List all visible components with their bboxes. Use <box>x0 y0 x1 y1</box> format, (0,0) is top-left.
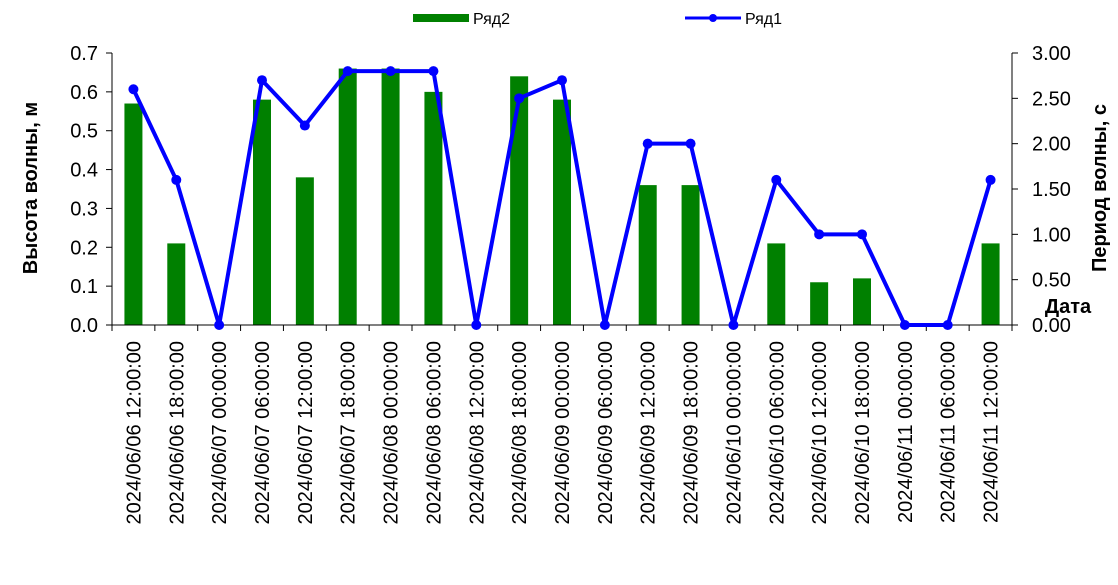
legend: Ряд2 Ряд1 <box>413 11 782 28</box>
line-point <box>128 84 139 95</box>
line-point <box>599 320 610 330</box>
legend-item-line: Ряд1 <box>685 11 782 28</box>
x-tick-label: 2024/06/10 00:00:00 <box>723 341 745 525</box>
x-tick-label: 2024/06/08 18:00:00 <box>509 341 531 525</box>
line-point <box>385 66 396 77</box>
x-tick-label: 2024/06/07 06:00:00 <box>252 341 274 525</box>
y-tick-label-left: 0.2 <box>70 237 98 259</box>
bar <box>638 185 657 325</box>
y-axis-title-right: Период волны, с <box>1089 104 1111 272</box>
bar <box>553 99 571 325</box>
line-point <box>214 320 225 330</box>
y-tick-label-left: 0.1 <box>70 276 98 298</box>
legend-label-bars: Ряд2 <box>473 11 510 28</box>
line-point <box>942 320 953 330</box>
legend-item-bars: Ряд2 <box>413 11 510 28</box>
x-tick-label: 2024/06/10 06:00:00 <box>766 341 788 525</box>
bar <box>424 91 443 325</box>
x-tick-label: 2024/06/09 00:00:00 <box>552 341 574 525</box>
bar <box>295 177 314 325</box>
line-point <box>685 138 696 149</box>
x-tick-label: 2024/06/07 12:00:00 <box>295 341 317 525</box>
bar <box>253 99 271 325</box>
line-point <box>857 229 867 240</box>
x-tick-label: 2024/06/07 18:00:00 <box>338 341 360 525</box>
y-axis-title-left: Высота волны, м <box>20 102 42 274</box>
line-point <box>428 66 439 77</box>
x-tick-label: 2024/06/11 00:00:00 <box>895 341 917 523</box>
y-tick-label-left: 0.6 <box>70 82 98 104</box>
bar <box>767 243 786 325</box>
line-point <box>299 120 310 131</box>
line-point <box>814 229 825 240</box>
x-tick-label: 2024/06/08 06:00:00 <box>423 341 445 525</box>
legend-bar-swatch <box>413 14 469 22</box>
x-tick-label: 2024/06/06 18:00:00 <box>166 341 188 525</box>
line-point <box>899 320 910 330</box>
legend-label-line: Ряд1 <box>745 11 782 28</box>
bar <box>510 76 529 325</box>
line-point <box>557 75 567 86</box>
bar <box>338 68 357 325</box>
y-tick-label-left: 0.5 <box>70 121 98 143</box>
line-point <box>985 174 996 185</box>
line-point <box>257 75 267 86</box>
y-tick-label-right: 2.00 <box>1032 134 1071 156</box>
line-point <box>642 138 653 149</box>
x-tick-label: 2024/06/11 12:00:00 <box>981 341 1003 523</box>
bar <box>124 103 143 325</box>
x-tick-label: 2024/06/10 12:00:00 <box>809 341 831 525</box>
bar <box>810 282 829 325</box>
x-tick-label: 2024/06/11 06:00:00 <box>938 341 960 523</box>
legend-line-marker <box>709 14 717 22</box>
line-point <box>514 93 525 104</box>
y-tick-label-right: 0.00 <box>1032 315 1071 337</box>
plot-area: 0.0 0.1 0.2 0.3 0.4 0.5 0.6 0.7 0.00 0.50 1.00 1.50… <box>70 43 1071 525</box>
y-tick-label-left: 0.4 <box>70 160 98 182</box>
y-tick-label-right: 3.00 <box>1032 43 1071 65</box>
line-point <box>342 66 353 77</box>
y-tick-label-right: 1.00 <box>1032 224 1071 246</box>
line-point <box>771 174 782 185</box>
bar <box>681 185 700 325</box>
y-tick-label-left: 0.3 <box>70 198 98 220</box>
x-tick-label: 2024/06/09 12:00:00 <box>638 341 660 525</box>
x-tick-label: 2024/06/08 12:00:00 <box>466 341 488 525</box>
bar <box>381 68 400 325</box>
bar <box>167 243 186 325</box>
x-tick-label: 2024/06/08 00:00:00 <box>381 341 403 525</box>
y-tick-label-right: 2.50 <box>1032 88 1071 110</box>
bar <box>853 278 871 325</box>
x-tick-label: 2024/06/09 06:00:00 <box>595 341 617 525</box>
bar <box>981 243 1000 325</box>
line-point <box>471 320 482 330</box>
line-point <box>728 320 739 330</box>
y-tick-label-right: 0.50 <box>1032 270 1071 292</box>
y-tick-label-left: 0.0 <box>70 315 98 337</box>
x-tick-label: 2024/06/07 00:00:00 <box>209 341 231 525</box>
y-tick-label-right: 1.50 <box>1032 179 1071 201</box>
x-tick-label: 2024/06/06 12:00:00 <box>123 341 145 525</box>
x-tick-label: 2024/06/09 18:00:00 <box>681 341 703 525</box>
x-axis-title: Дата <box>1045 296 1092 318</box>
y-tick-label-left: 0.7 <box>70 43 98 65</box>
x-tick-label: 2024/06/10 18:00:00 <box>852 341 874 525</box>
line-point <box>171 174 182 185</box>
